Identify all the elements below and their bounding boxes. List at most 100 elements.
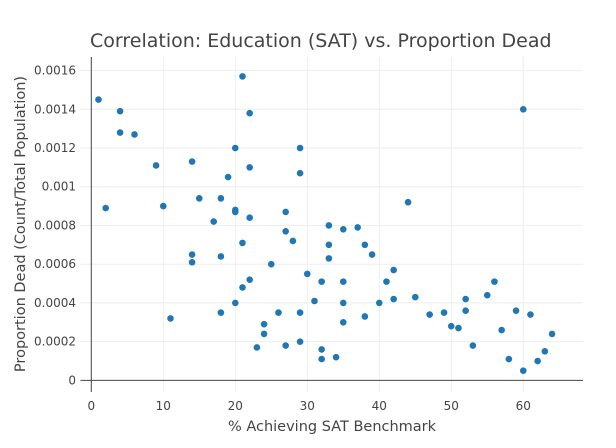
data-point — [282, 208, 289, 216]
data-point — [339, 226, 347, 233]
data-point — [102, 204, 109, 212]
points — [95, 73, 556, 374]
data-point — [296, 144, 304, 152]
data-point — [361, 313, 369, 320]
grid — [80, 57, 583, 392]
data-point — [483, 291, 491, 299]
data-point — [131, 131, 138, 138]
x-axis-title: % Achieving SAT Benchmark — [228, 419, 437, 435]
data-point — [282, 227, 289, 235]
data-point — [239, 284, 246, 291]
x-tick-label: 60 — [516, 399, 531, 413]
data-point — [339, 299, 347, 307]
data-point — [318, 355, 325, 363]
data-point — [210, 218, 217, 225]
data-point — [246, 109, 253, 117]
data-point — [498, 326, 505, 334]
data-point — [296, 169, 304, 177]
data-point — [195, 195, 203, 202]
data-point — [375, 299, 383, 307]
data-point — [260, 320, 268, 328]
data-point — [462, 307, 469, 314]
y-tick-label: 0.0006 — [34, 257, 76, 271]
data-point — [239, 73, 246, 80]
data-point — [519, 105, 527, 113]
data-point — [267, 260, 275, 268]
data-point — [411, 293, 419, 301]
data-point — [512, 307, 520, 314]
data-point — [231, 144, 239, 152]
data-point — [325, 222, 333, 229]
data-point — [541, 348, 549, 355]
data-point — [260, 330, 268, 338]
data-point — [116, 107, 124, 115]
data-point — [159, 202, 167, 210]
y-tick-label: 0.0016 — [34, 64, 76, 78]
data-point — [231, 206, 239, 214]
data-point — [289, 237, 297, 245]
data-point — [282, 342, 289, 349]
data-point — [217, 309, 225, 316]
x-tick-label: 20 — [228, 399, 243, 413]
data-point — [152, 162, 160, 169]
data-point — [462, 295, 469, 303]
y-axis-title: Proportion Dead (Count/Total Population) — [13, 76, 29, 372]
x-tick-label: 50 — [444, 399, 459, 413]
data-point — [318, 346, 325, 353]
data-point — [404, 198, 412, 206]
data-point — [246, 214, 253, 222]
data-point — [383, 278, 390, 285]
x-tick-label: 30 — [300, 399, 315, 413]
data-point — [548, 330, 556, 338]
data-point — [311, 297, 318, 305]
axes: 0 10 20 30 40 50 60 0 0.0002 0.0004 0.0006 0.0008 0.… — [34, 57, 583, 413]
data-point — [95, 96, 102, 103]
data-point — [231, 299, 239, 307]
data-point — [296, 338, 304, 345]
data-point — [239, 239, 246, 247]
data-point — [116, 129, 124, 136]
y-tick-label: 0.0002 — [34, 335, 76, 349]
y-tick-label: 0.0004 — [34, 296, 76, 310]
data-point — [440, 309, 448, 316]
data-point — [188, 158, 196, 165]
data-point — [447, 322, 455, 330]
data-point — [217, 253, 225, 260]
data-point — [246, 164, 253, 171]
data-point — [339, 278, 347, 285]
x-tick-label: 0 — [87, 399, 95, 413]
data-point — [246, 276, 253, 283]
x-tick-label: 10 — [156, 399, 171, 413]
data-point — [505, 355, 513, 363]
data-point — [253, 344, 261, 351]
data-point — [491, 278, 498, 285]
data-point — [188, 251, 196, 258]
data-point — [296, 309, 304, 316]
y-tick-label: 0 — [68, 373, 76, 387]
data-point — [469, 342, 477, 349]
chart-title: Correlation: Education (SAT) vs. Proport… — [90, 30, 552, 52]
data-point — [318, 278, 325, 285]
data-point — [275, 309, 282, 316]
data-point — [455, 324, 462, 332]
data-point — [527, 311, 534, 318]
data-point — [339, 318, 347, 326]
data-point — [426, 311, 433, 318]
data-point — [325, 255, 333, 262]
data-point — [354, 224, 361, 231]
data-point — [332, 353, 340, 361]
data-point — [217, 195, 225, 202]
data-point — [325, 241, 333, 249]
x-tick-label: 40 — [372, 399, 387, 413]
y-tick-label: 0.001 — [42, 180, 76, 194]
data-point — [303, 270, 311, 278]
data-point — [534, 357, 541, 365]
data-point — [224, 173, 232, 181]
y-tick-label: 0.0012 — [34, 141, 76, 155]
data-point — [167, 315, 174, 322]
data-point — [368, 251, 376, 258]
y-tick-label: 0.0014 — [34, 102, 76, 116]
data-point — [361, 241, 369, 249]
